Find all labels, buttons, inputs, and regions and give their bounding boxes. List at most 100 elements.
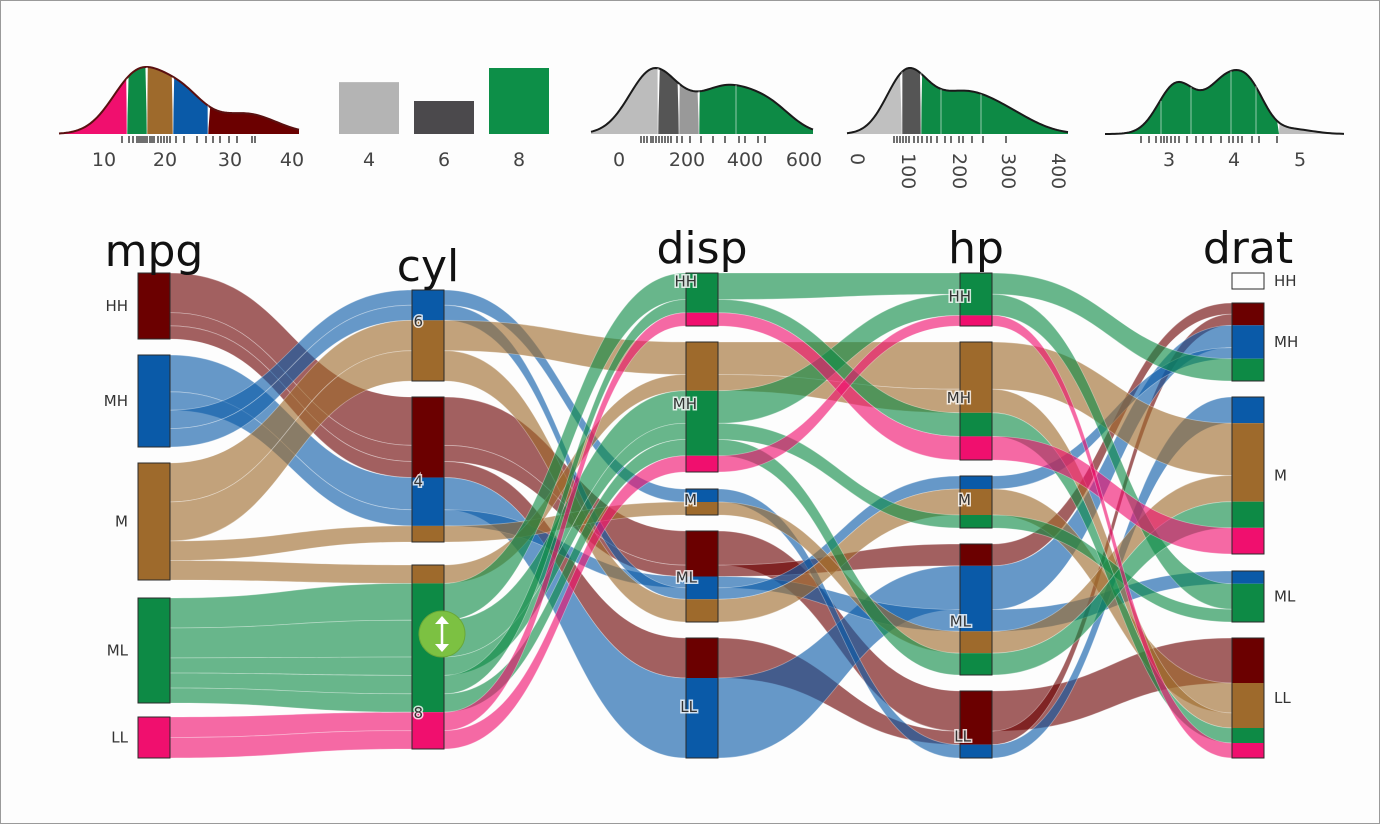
- category-bar[interactable]: [411, 289, 445, 382]
- tick-label: 0: [846, 153, 868, 165]
- tick-label: 40: [280, 149, 304, 171]
- density-plot-hp: 0 100 200 300 400: [846, 66, 1069, 189]
- tick-label: 30: [218, 149, 242, 171]
- category-label: HH: [674, 273, 697, 291]
- category-bar[interactable]: [1231, 637, 1265, 759]
- bar-segment: [1232, 501, 1264, 528]
- bar-segment: [1232, 571, 1264, 584]
- category-label: MH: [104, 392, 128, 410]
- category-bar[interactable]: [959, 690, 993, 759]
- category-bar[interactable]: [685, 488, 719, 516]
- tick-label: 5: [1294, 149, 1306, 171]
- bar-segment: [960, 412, 992, 437]
- tick-label: 200: [948, 153, 970, 189]
- density-segment: [173, 77, 208, 134]
- flow-ribbon: [717, 272, 961, 300]
- bar-segment: [960, 476, 992, 489]
- category-bar[interactable]: [959, 543, 993, 676]
- drag-handle-layer[interactable]: [418, 610, 466, 658]
- category-label: HH: [1274, 272, 1297, 290]
- category-bar[interactable]: [137, 272, 171, 340]
- category-bar[interactable]: [959, 341, 993, 461]
- category-bar[interactable]: [1231, 570, 1265, 623]
- bar-segment: [686, 342, 718, 391]
- category-bar[interactable]: [685, 530, 719, 623]
- bar-segment: [960, 436, 992, 460]
- density-segment: [147, 67, 173, 134]
- bar-segment: [1232, 527, 1264, 554]
- density-segment: [1279, 122, 1344, 134]
- category-bar[interactable]: [685, 341, 719, 473]
- density-segment: [679, 84, 699, 134]
- category-bar[interactable]: [1231, 302, 1265, 382]
- category-label: MH: [1274, 333, 1298, 351]
- cyl-bar: [339, 82, 399, 134]
- density-segment: [921, 74, 1068, 134]
- category-bar[interactable]: [1231, 396, 1265, 555]
- category-label: LL: [1274, 689, 1291, 707]
- bar-segment: [960, 489, 992, 515]
- tick-label: 600: [786, 149, 822, 171]
- bar-segment: [960, 515, 992, 528]
- axis-title-mpg: mpg: [105, 226, 204, 277]
- category-bar[interactable]: [137, 354, 171, 448]
- tick-label: 3: [1163, 149, 1175, 171]
- category-bar[interactable]: [685, 272, 719, 327]
- tick-label: 300: [997, 153, 1019, 189]
- density-segment: [127, 67, 147, 134]
- category-label: HH: [105, 297, 128, 315]
- bar-segment: [960, 315, 992, 326]
- bar-segment: [138, 598, 170, 703]
- density-segment: [1105, 70, 1279, 134]
- bar-segment: [412, 290, 444, 321]
- bar-segment: [686, 599, 718, 622]
- tick-label: 400: [727, 149, 763, 171]
- bar-segment: [412, 397, 444, 478]
- category-label: MH: [673, 395, 697, 413]
- bar-segment: [686, 678, 718, 758]
- bar-segment: [686, 502, 718, 515]
- bar-segment: [686, 489, 718, 502]
- bar-segment: [686, 390, 718, 456]
- density-outline: [1104, 68, 1345, 135]
- flow-ribbon: [169, 560, 413, 584]
- category-label: M: [115, 513, 128, 531]
- tick-label: 4: [363, 149, 375, 171]
- tick-label: 0: [613, 149, 625, 171]
- category-bar[interactable]: [411, 396, 445, 543]
- mini-plots: 10 20 30 40 4 6 8 0 200 400 600 0 100 200 300 400 3 4 5: [58, 65, 1345, 189]
- axis-title-hp: hp: [948, 223, 1004, 274]
- bar-segment: [1232, 683, 1264, 728]
- bar-segment: [138, 273, 170, 339]
- category-bar[interactable]: [137, 597, 171, 704]
- bar-segment: [1232, 325, 1264, 359]
- axis-titles: mpg cyl disp hp drat: [105, 223, 1293, 292]
- vertical-resize-icon[interactable]: [418, 610, 466, 658]
- tick-label: 20: [153, 149, 177, 171]
- category-label: M: [1274, 467, 1287, 485]
- category-bar[interactable]: [137, 462, 171, 581]
- bar-segment: [960, 744, 992, 758]
- bar-segment: [1232, 397, 1264, 424]
- density-segment: [59, 78, 127, 134]
- category-bar[interactable]: [137, 716, 171, 759]
- category-bar[interactable]: [959, 272, 993, 327]
- bar-segment: [412, 525, 444, 542]
- tick-label: 100: [897, 153, 919, 189]
- category-bar[interactable]: [685, 637, 719, 759]
- axis-title-disp: disp: [656, 223, 747, 274]
- category-bar[interactable]: [1231, 272, 1265, 290]
- category-label: ML: [676, 569, 698, 587]
- category-label: HH: [948, 288, 971, 306]
- axis-title-drat: drat: [1203, 223, 1293, 274]
- category-bar[interactable]: [959, 475, 993, 529]
- bar-segment: [960, 342, 992, 413]
- category-bars[interactable]: HH MH M ML LL 6 4 8 HH MH M ML LL HH MH M ML LL HH MH M ML LL: [104, 271, 1298, 759]
- bar-segment: [1232, 583, 1264, 622]
- category-label: ML: [107, 642, 129, 660]
- density-outline: [846, 66, 1069, 135]
- bar-segment: [960, 691, 992, 745]
- density-segment: [591, 68, 658, 134]
- bar-segment: [412, 712, 444, 749]
